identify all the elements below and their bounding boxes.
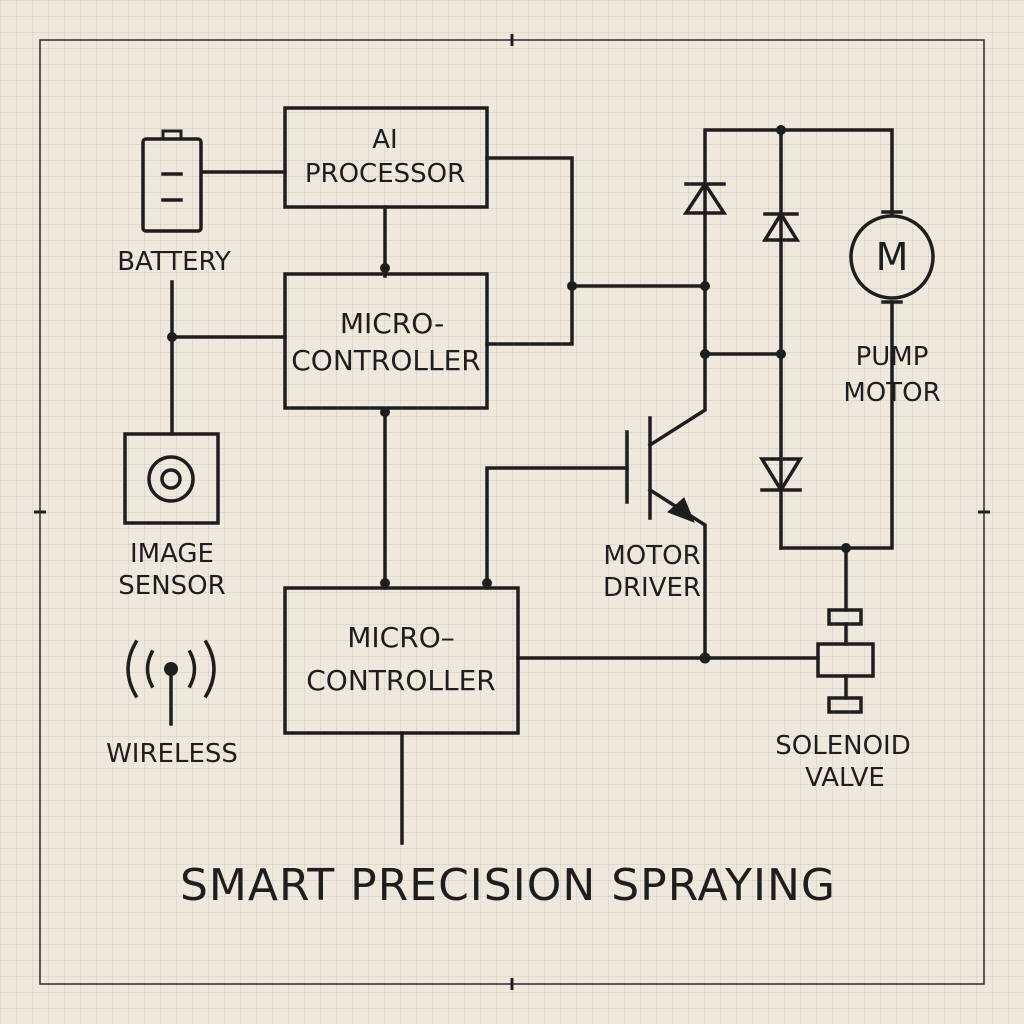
- wire-ai-bridge: [485, 156, 707, 288]
- junction-dot: [380, 263, 390, 273]
- diode-lower-right: [758, 457, 804, 494]
- motor-symbol: M: [876, 235, 909, 279]
- battery-icon: [141, 137, 203, 233]
- junction-dot: [700, 349, 710, 359]
- solenoid-valve: SOLENOID VALVE: [775, 608, 911, 793]
- ai-processor-box: [283, 106, 489, 209]
- wire-collector: [647, 284, 707, 448]
- microcontroller-top-box: [283, 272, 489, 410]
- wire-motor-return: [779, 300, 894, 550]
- motor-driver-label-line1: MOTOR: [603, 541, 700, 571]
- junctions: [167, 125, 851, 664]
- solenoid-valve-label-line2: VALVE: [805, 763, 885, 793]
- wire-top-rail: [703, 128, 894, 288]
- pump-motor: M PUMP MOTOR: [843, 210, 941, 408]
- junction-dot: [167, 332, 177, 342]
- motor-driver: MOTOR DRIVER: [603, 416, 701, 603]
- transistor-icon: [625, 416, 695, 523]
- frame-ticks: [34, 34, 990, 990]
- ai-processor: AI PROCESSOR: [283, 106, 489, 209]
- solenoid-icon: [816, 608, 875, 714]
- ai-processor-label-line1: AI: [372, 125, 397, 155]
- wireless: WIRELESS: [106, 639, 238, 769]
- camera-lens-icon: [147, 455, 195, 503]
- junction-dot: [567, 281, 577, 291]
- image-sensor: IMAGE SENSOR: [118, 432, 226, 601]
- battery-label: BATTERY: [117, 247, 231, 277]
- microcontroller-bottom: MICRO– CONTROLLER: [283, 586, 520, 735]
- diode-upper-left: [682, 180, 728, 215]
- sheet-frame: [39, 39, 985, 985]
- page-title: SMART PRECISION SPRAYING: [180, 860, 836, 911]
- wire-gate: [485, 466, 629, 590]
- wireless-antenna-icon: [126, 639, 216, 726]
- diode-upper-right: [761, 210, 801, 242]
- junction-dot: [841, 543, 851, 553]
- image-sensor-label-line2: SENSOR: [118, 571, 225, 601]
- wire-emitter: [647, 487, 707, 660]
- image-sensor-box: [123, 432, 220, 525]
- microcontroller-top-label-line1: MICRO-: [340, 307, 444, 340]
- diode-icon: [761, 210, 801, 242]
- diode-icon: [682, 180, 728, 215]
- pump-motor-label-line1: PUMP: [856, 342, 929, 372]
- wiring: [170, 128, 894, 845]
- junction-dot: [482, 578, 492, 588]
- diode-icon: [758, 457, 804, 494]
- motor-icon: [849, 214, 935, 300]
- motor-driver-label-line2: DRIVER: [603, 573, 701, 603]
- microcontroller-bottom-label-line2: CONTROLLER: [306, 664, 495, 697]
- wire-mcu-bridge: [485, 284, 574, 346]
- wireless-label: WIRELESS: [106, 739, 238, 769]
- microcontroller-top: MICRO- CONTROLLER: [283, 272, 489, 410]
- image-sensor-label-line1: IMAGE: [130, 539, 214, 569]
- battery-terminal: [161, 129, 183, 141]
- junction-dot: [699, 652, 711, 664]
- junction-dot: [380, 578, 390, 588]
- ai-processor-label-line2: PROCESSOR: [305, 159, 465, 189]
- junction-dot: [776, 125, 786, 135]
- battery: BATTERY: [117, 129, 231, 277]
- solenoid-valve-label-line1: SOLENOID: [775, 731, 910, 761]
- microcontroller-bottom-box: [283, 586, 520, 735]
- microcontroller-bottom-label-line1: MICRO–: [347, 621, 454, 654]
- junction-dot: [700, 281, 710, 291]
- microcontroller-top-label-line2: CONTROLLER: [291, 344, 480, 377]
- pump-motor-label-line2: MOTOR: [843, 378, 940, 408]
- junction-dot: [776, 349, 786, 359]
